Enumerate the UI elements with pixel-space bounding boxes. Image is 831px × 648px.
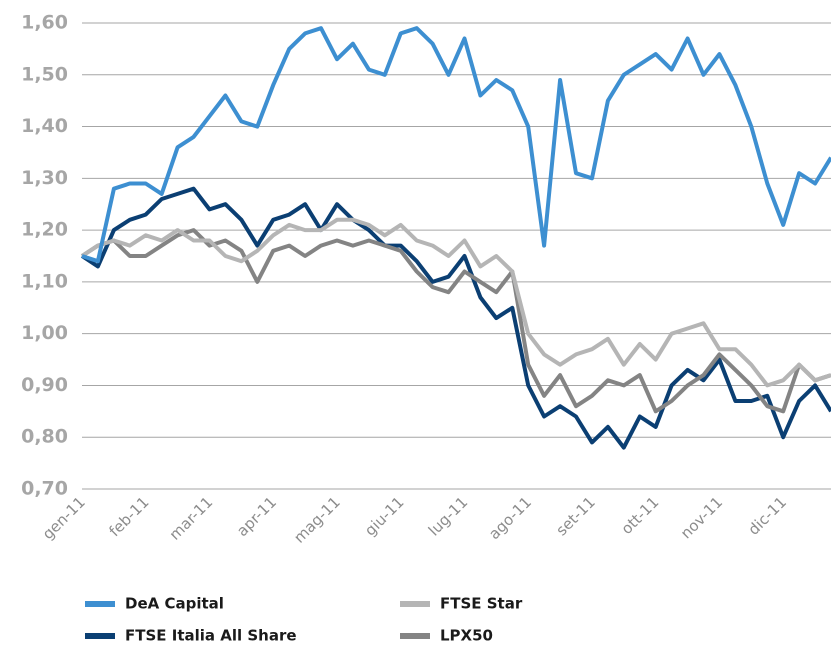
legend-label: DeA Capital	[125, 595, 224, 613]
x-tick-label: ott-11	[618, 493, 663, 538]
series-line	[81, 26, 831, 264]
y-tick-label: 0,70	[21, 478, 68, 500]
series-line	[80, 217, 831, 388]
y-tick-label: 1,30	[21, 167, 68, 189]
legend-label: FTSE Star	[440, 595, 523, 613]
x-tick-label: lug-11	[425, 493, 471, 539]
x-tick-label: giu-11	[361, 493, 407, 539]
x-tick-label: set-11	[553, 493, 599, 539]
series-line	[80, 228, 831, 414]
y-tick-label: 1,00	[21, 322, 68, 344]
x-tick-label: ago-11	[485, 493, 535, 543]
legend-label: FTSE Italia All Share	[125, 627, 297, 645]
y-tick-label: 0,80	[21, 426, 68, 448]
x-tick-label: feb-11	[106, 493, 153, 540]
y-tick-label: 1,20	[21, 219, 68, 241]
y-tick-label: 1,60	[21, 12, 68, 34]
legend-label: LPX50	[440, 627, 493, 645]
x-tick-label: gen-11	[39, 493, 89, 543]
y-tick-label: 1,50	[21, 63, 68, 85]
series-line	[80, 186, 831, 450]
y-tick-label: 1,40	[21, 115, 68, 137]
x-tick-label: apr-11	[233, 493, 280, 540]
x-tick-label: mag-11	[290, 493, 344, 547]
x-tick-label: dic-11	[744, 493, 790, 539]
y-tick-label: 0,90	[21, 374, 68, 396]
x-tick-label: mar-11	[166, 493, 217, 544]
x-tick-label: nov-11	[677, 493, 726, 542]
y-tick-label: 1,10	[21, 270, 68, 292]
